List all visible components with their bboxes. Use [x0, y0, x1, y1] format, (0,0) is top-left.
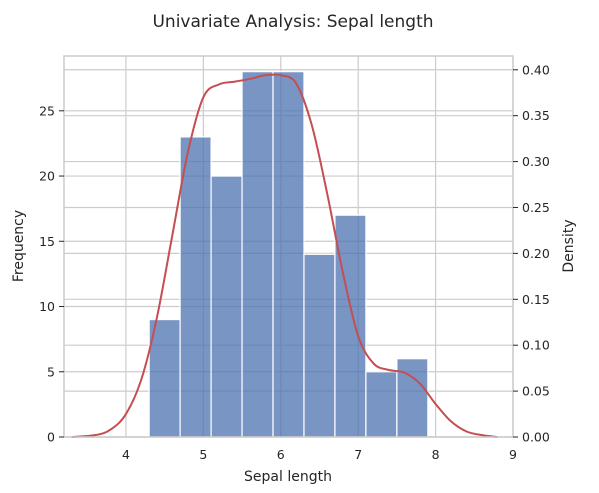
y-tick-label: 25 — [39, 103, 55, 118]
histogram-bar — [148, 318, 181, 438]
kde-layer — [71, 73, 498, 438]
x-tick-label: 6 — [277, 447, 285, 462]
y2-tick-label: 0.40 — [522, 62, 550, 77]
y2-tick-label: 0.25 — [522, 200, 550, 215]
y2-tick-label: 0.00 — [522, 430, 550, 445]
x-tick-label: 4 — [122, 447, 130, 462]
ticks-layer: 4 5 6 7 8 9 0 5 10 15 20 25 0.00 0.05 0.10 0.15 0.20 0.25… — [39, 62, 550, 462]
y-axis-label: Frequency — [11, 210, 27, 282]
histogram-bar — [179, 136, 212, 438]
y-tick-label: 5 — [47, 364, 55, 379]
histogram-bar — [365, 371, 398, 438]
y-tick-label: 20 — [39, 169, 55, 184]
histogram-bar — [272, 71, 305, 438]
y2-tick-label: 0.15 — [522, 292, 550, 307]
y-tick-label: 15 — [39, 234, 55, 249]
histogram-bar — [396, 358, 429, 438]
x-tick-label: 7 — [354, 447, 362, 462]
x-axis-label: Sepal length — [244, 469, 332, 485]
y2-axis-label: Density — [561, 219, 577, 272]
x-tick-label: 9 — [509, 447, 517, 462]
bars-layer — [148, 71, 429, 438]
kde-line — [71, 73, 498, 438]
x-tick-label: 5 — [199, 447, 207, 462]
x-tick-label: 8 — [432, 447, 440, 462]
y2-tick-label: 0.30 — [522, 154, 550, 169]
y-tick-label: 10 — [39, 299, 55, 314]
y-tick-label: 0 — [47, 430, 55, 445]
y2-tick-label: 0.05 — [522, 384, 550, 399]
histogram-bar — [334, 214, 367, 438]
y2-tick-label: 0.35 — [522, 108, 550, 123]
histogram-bar — [210, 175, 243, 438]
plot-frame — [63, 55, 514, 438]
histogram-bar — [303, 253, 336, 438]
y2-tick-label: 0.10 — [522, 338, 550, 353]
histogram-bar — [241, 71, 274, 438]
chart-title: Univariate Analysis: Sepal length — [152, 12, 433, 32]
y2-tick-label: 0.20 — [522, 246, 550, 261]
